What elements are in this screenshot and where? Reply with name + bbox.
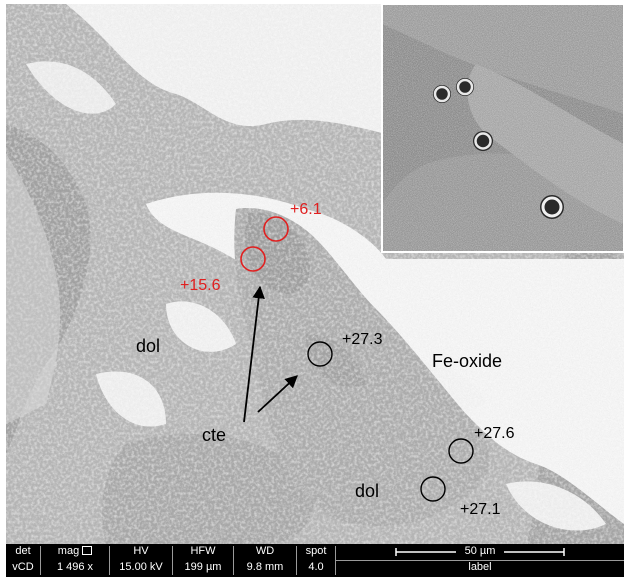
- info-wd-value: 9.8 mm: [246, 561, 284, 573]
- label-cte: cte: [202, 425, 226, 445]
- mag-box-icon: [82, 546, 93, 555]
- info-hfw-header: HFW: [190, 545, 216, 557]
- annotation-6-1: +6.1: [290, 201, 322, 218]
- inset-pit-2: [456, 78, 474, 96]
- info-det-value: vCD: [12, 561, 34, 573]
- info-det-header: det: [15, 545, 31, 557]
- inset-image: [381, 4, 624, 253]
- inset-pit-1: [433, 85, 451, 103]
- arrow-cte-right: [257, 375, 298, 413]
- label-fe-oxide: Fe-oxide: [432, 351, 502, 371]
- annotation-15-6: +15.6: [180, 277, 221, 294]
- info-hv-value: 15.00 kV: [119, 561, 163, 573]
- info-hfw-value: 199 µm: [184, 561, 222, 573]
- sem-info-bar: det vCD mag 1 496 x HV 15.00 kV HFW 199 …: [6, 544, 624, 577]
- arrow-cte-upper: [243, 285, 265, 423]
- info-spot-value: 4.0: [308, 561, 324, 573]
- spot-circle-27-6: [448, 438, 474, 464]
- label-dol-lower: dol: [355, 481, 379, 501]
- info-mag-value: 1 496 x: [56, 561, 94, 573]
- spot-circle-6-1: [263, 216, 289, 242]
- inset-pit-4: [540, 195, 564, 219]
- info-spot-header: spot: [305, 545, 327, 557]
- annotation-27-1: +27.1: [460, 501, 501, 518]
- info-mag-header: mag: [57, 545, 80, 557]
- spot-circle-27-1: [420, 476, 446, 502]
- scale-bar-label: 50 µm: [464, 545, 496, 557]
- annotation-27-3: +27.3: [342, 331, 383, 348]
- info-wd-header: WD: [255, 545, 275, 557]
- info-label: label: [468, 561, 492, 573]
- inset-pit-3: [473, 131, 493, 151]
- scale-bar: [395, 548, 565, 556]
- label-dol-upper: dol: [136, 336, 160, 356]
- spot-circle-27-3: [307, 341, 333, 367]
- sem-micrograph: +6.1 +15.6 +27.3 +27.6 +27.1 dol dol Fe-…: [6, 4, 624, 544]
- info-hv-header: HV: [133, 545, 149, 557]
- annotation-27-6: +27.6: [474, 425, 515, 442]
- fibrous-band: [6, 154, 61, 424]
- spot-circle-15-6: [240, 246, 266, 272]
